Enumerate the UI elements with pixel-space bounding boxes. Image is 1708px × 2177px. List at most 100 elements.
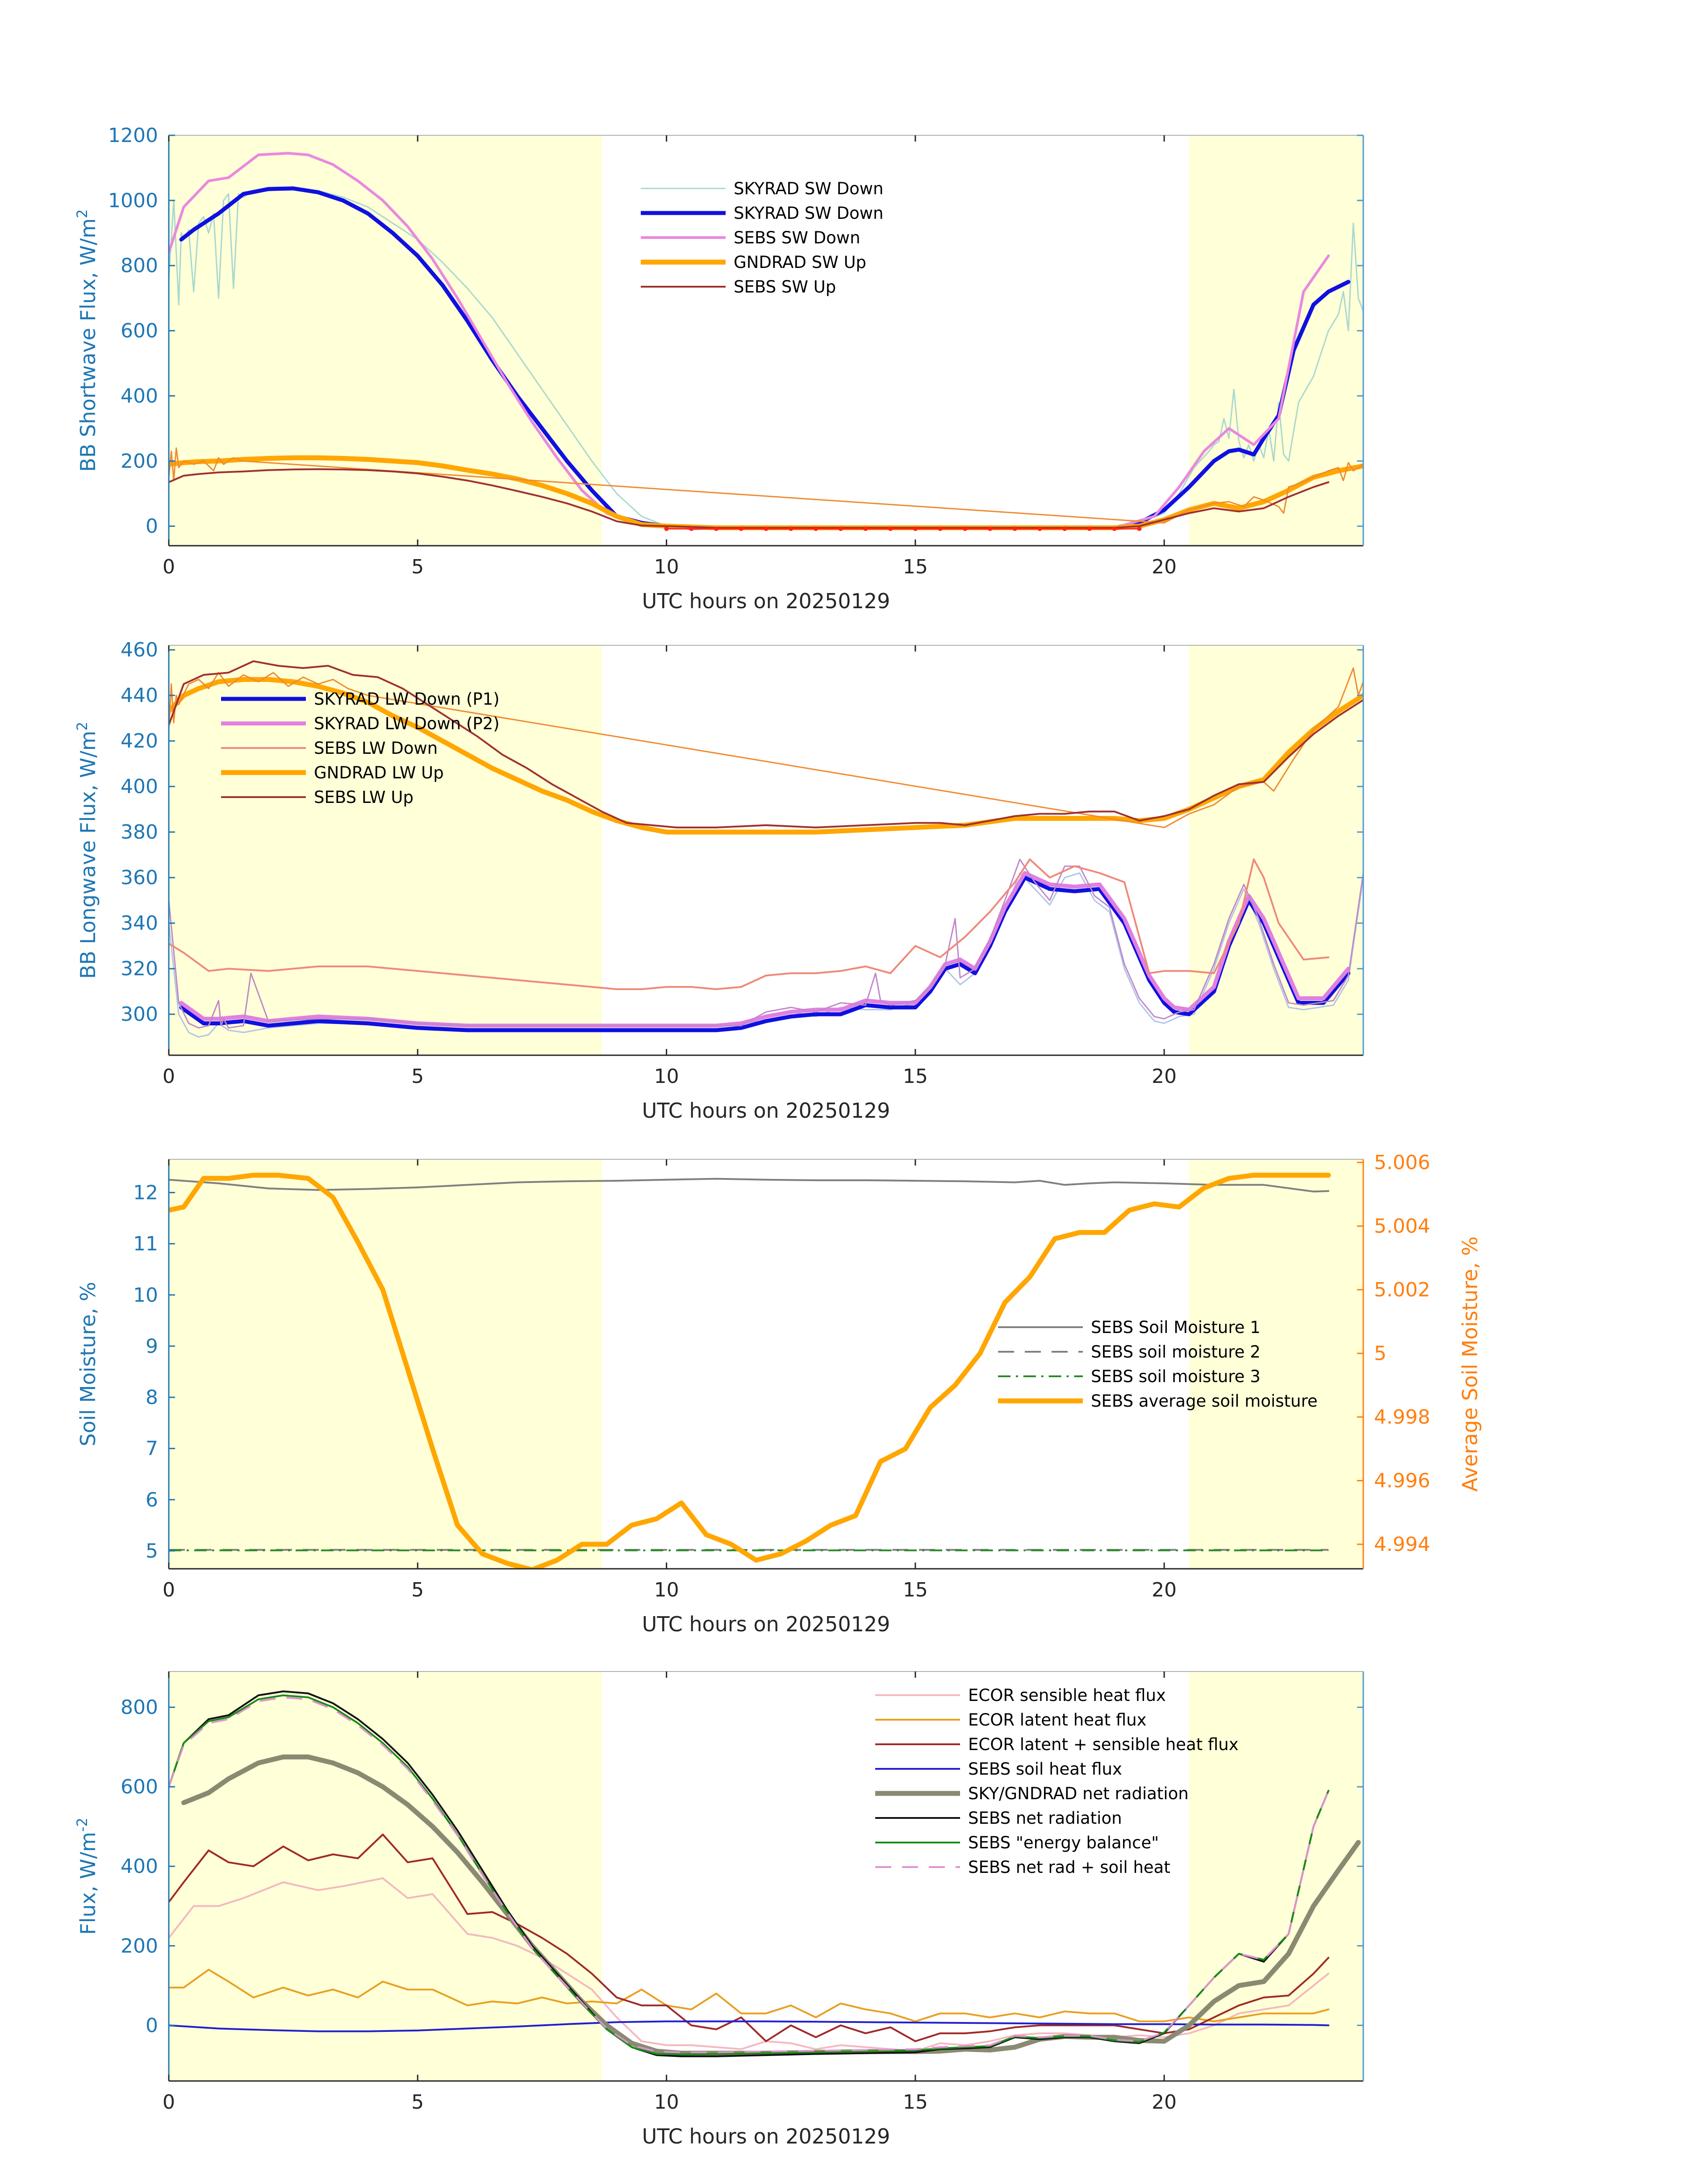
series-line-8 [169, 660, 1363, 828]
x-tick-label: 5 [411, 1579, 424, 1601]
y-tick-label: 200 [121, 450, 158, 472]
series-point [789, 526, 793, 531]
series-line-7 [169, 667, 1363, 828]
series-group [169, 1173, 1331, 1569]
legend: SKYRAD LW Down (P1) SKYRAD LW Down (P2) SE… [221, 689, 500, 807]
x-tick-label: 10 [654, 556, 679, 578]
x-tick-label: 10 [654, 1065, 679, 1088]
y-tick-label: 11 [133, 1233, 158, 1255]
legend-label: SKYRAD SW Down [734, 204, 883, 223]
legend: ECOR sensible heat flux ECOR latent heat … [875, 1686, 1239, 1877]
series-point [963, 526, 968, 531]
x-tick-label: 0 [163, 2091, 175, 2114]
series-group [169, 152, 1363, 531]
series-line-6 [169, 468, 1329, 529]
series-line-1 [169, 1178, 1329, 1193]
series-point [1087, 526, 1092, 531]
y-tick-label-right: 4.998 [1374, 1406, 1430, 1429]
series-group [169, 660, 1363, 1038]
legend-label: SEBS SW Down [734, 228, 860, 247]
y-tick-label: 0 [146, 515, 158, 538]
series-point [813, 526, 818, 531]
legend-label: SEBS Soil Moisture 1 [1091, 1318, 1261, 1337]
legend-label: SEBS soil heat flux [968, 1759, 1122, 1779]
legend-label: ECOR sensible heat flux [968, 1686, 1166, 1705]
legend-label: SEBS LW Up [314, 788, 413, 807]
x-tick-label: 15 [903, 556, 928, 578]
x-tick-label: 20 [1152, 556, 1177, 578]
y-tick-label: 380 [121, 821, 158, 844]
series-point [1137, 526, 1142, 531]
y-tick-label: 400 [121, 775, 158, 798]
x-axis-label: UTC hours on 20250129 [642, 2124, 890, 2148]
legend-label: SKYRAD LW Down (P2) [314, 714, 500, 733]
series-line-8 [169, 1696, 1329, 2053]
series-line-2 [169, 1968, 1329, 2022]
series-point [1012, 526, 1017, 531]
y-tick-label: 400 [121, 384, 158, 407]
series-point [938, 526, 943, 531]
x-tick-label: 0 [163, 556, 175, 578]
series-point [863, 526, 868, 531]
legend-label: SEBS "energy balance" [968, 1833, 1159, 1852]
legend-label: SEBS net rad + soil heat [968, 1858, 1170, 1877]
legend-label: SEBS soil moisture 3 [1091, 1367, 1261, 1386]
y-tick-label: 200 [121, 1935, 158, 1957]
x-tick-label: 15 [903, 2091, 928, 2114]
x-tick-label: 5 [411, 1065, 424, 1088]
y-tick-label: 12 [133, 1182, 158, 1204]
series-point [838, 526, 843, 531]
series-line-5 [169, 858, 1329, 990]
y-tick-label: 360 [121, 866, 158, 889]
series-line-4 [169, 858, 1363, 1029]
series-point [739, 526, 743, 531]
chart-panel-3: 0 5 10 15 20567891011124.9944.9964.99855.002… [76, 1151, 1482, 1636]
y-tick-label: 5 [146, 1540, 158, 1563]
y-tick-label: 440 [121, 684, 158, 707]
y-tick-label: 800 [121, 1696, 158, 1719]
y-tick-label: 8 [146, 1386, 158, 1409]
series-point [913, 526, 918, 531]
y-axis-label: Flux, W/m-2 [74, 1818, 100, 1935]
y-axis-label: BB Shortwave Flux, W/m2 [74, 209, 100, 472]
y-tick-label: 1000 [108, 189, 158, 212]
series-point [664, 526, 669, 531]
x-tick-label: 20 [1152, 1065, 1177, 1088]
y-tick-label: 420 [121, 730, 158, 752]
y-tick-label: 340 [121, 912, 158, 935]
series-line-7 [169, 1694, 1329, 2056]
y-tick-label: 400 [121, 1855, 158, 1878]
legend-label: SEBS average soil moisture [1091, 1391, 1318, 1411]
legend: SEBS Soil Moisture 1 SEBS soil moisture 2… [998, 1318, 1318, 1411]
y-tick-label-right: 5 [1374, 1342, 1386, 1365]
x-tick-label: 20 [1152, 2091, 1177, 2114]
x-tick-label: 15 [903, 1579, 928, 1601]
night-shading-1 [169, 1159, 602, 1569]
series-point [988, 526, 993, 531]
legend-label: SKYRAD SW Down [734, 179, 883, 198]
y-tick-label: 10 [133, 1284, 158, 1307]
y-tick-label-right: 5.002 [1374, 1279, 1430, 1301]
series-line-4 [169, 2020, 1329, 2032]
x-axis-label: UTC hours on 20250129 [642, 1612, 890, 1636]
y-tick-label: 600 [121, 320, 158, 343]
y-axis-label: BB Longwave Flux, W/m2 [74, 722, 100, 979]
y-tick-label: 6 [146, 1488, 158, 1511]
y-tick-label-right: 5.004 [1374, 1215, 1430, 1238]
x-tick-label: 5 [411, 556, 424, 578]
x-tick-label: 5 [411, 2091, 424, 2114]
y-tick-label: 9 [146, 1335, 158, 1358]
series-line-2 [179, 875, 1351, 1032]
legend-label: SEBS LW Down [314, 739, 438, 758]
y-tick-label: 320 [121, 957, 158, 980]
series-point [1062, 526, 1067, 531]
x-tick-label: 0 [163, 1065, 175, 1088]
x-axis-label: UTC hours on 20250129 [642, 1099, 890, 1123]
y-tick-label: 0 [146, 2014, 158, 2037]
legend-label: ECOR latent heat flux [968, 1710, 1147, 1730]
y-tick-label-right: 5.006 [1374, 1151, 1430, 1174]
